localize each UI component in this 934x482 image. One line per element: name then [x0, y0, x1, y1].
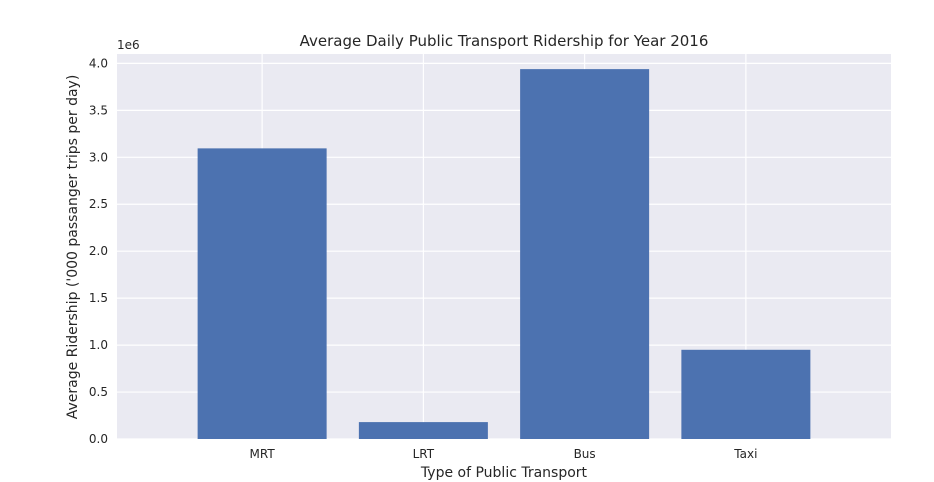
- x-axis-ticks: MRT LRT Bus Taxi: [250, 447, 758, 461]
- bar-lrt: [358, 422, 488, 439]
- y-tick-label: 2.5: [89, 197, 108, 211]
- chart-title: Average Daily Public Transport Ridership…: [300, 32, 709, 50]
- x-tick-label: MRT: [250, 447, 276, 461]
- bar-taxi: [681, 349, 811, 439]
- y-axis-ticks: 0.0 0.5 1.0 1.5 2.0 2.5 3.0 3.5 4.0: [89, 56, 108, 446]
- y-tick-label: 3.5: [89, 103, 108, 117]
- x-axis-label: Type of Public Transport: [420, 465, 588, 481]
- y-tick-label: 1.0: [89, 338, 108, 352]
- y-tick-label: 3.0: [89, 150, 108, 164]
- y-axis-label: Average Ridership ('000 passanger trips …: [65, 75, 81, 420]
- bars: [197, 69, 811, 440]
- y-tick-label: 2.0: [89, 244, 108, 258]
- x-tick-label: Taxi: [733, 447, 757, 461]
- y-tick-label: 0.5: [89, 385, 108, 399]
- y-axis-offset-label: 1e6: [117, 38, 140, 52]
- y-tick-label: 4.0: [89, 56, 108, 70]
- bar-mrt: [197, 148, 327, 439]
- x-tick-label: Bus: [574, 447, 596, 461]
- y-tick-label: 1.5: [89, 291, 108, 305]
- x-tick-label: LRT: [413, 447, 435, 461]
- bar-bus: [520, 69, 650, 440]
- y-tick-label: 0.0: [89, 432, 108, 446]
